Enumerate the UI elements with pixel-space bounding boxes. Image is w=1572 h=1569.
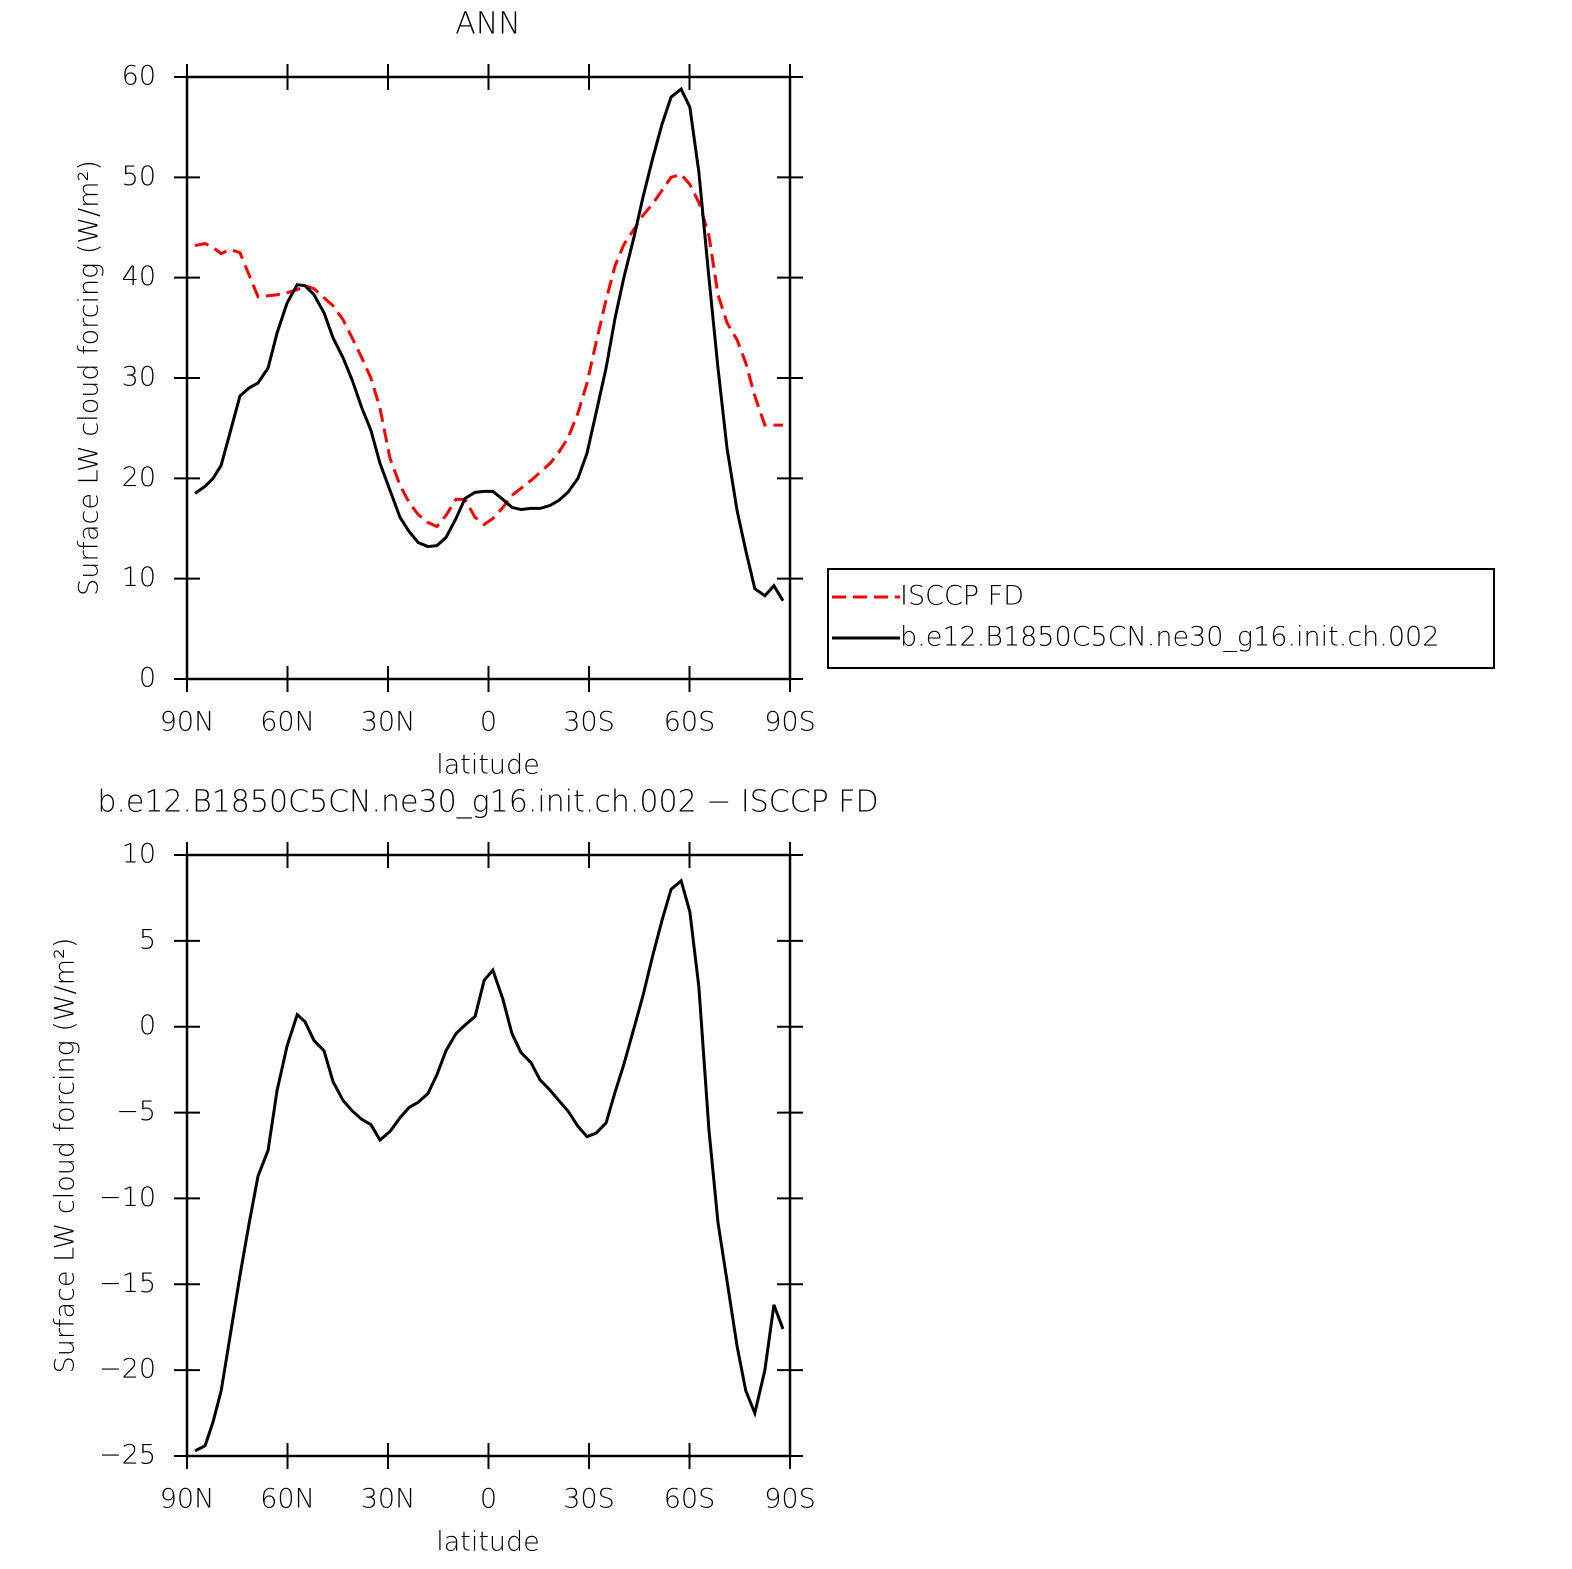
x-tick-label: 60N [260, 707, 315, 738]
x-tick-label: 60N [260, 1484, 315, 1515]
x-axis-label: latitude [436, 1527, 540, 1558]
y-tick-label: 50 [122, 161, 156, 192]
y-tick-label: 40 [122, 261, 156, 292]
x-tick-label: 90S [764, 707, 816, 738]
x-tick-label: 30S [563, 1484, 615, 1515]
plot-frame [185, 853, 792, 1458]
x-tick-label: 30N [361, 1484, 416, 1515]
x-tick-label: 30S [563, 707, 615, 738]
x-tick-label: 0 [480, 1484, 497, 1515]
x-axis-label: latitude [436, 750, 540, 781]
x-tick-label: 90S [764, 1484, 816, 1515]
legend-label: b.e12.B1850C5CN.ne30_g16.init.ch.002 [900, 622, 1439, 653]
legend-box [827, 568, 1495, 669]
y-axis-label: Surface LW cloud forcing (W/m²) [50, 938, 81, 1374]
y-tick-label: 30 [122, 362, 156, 393]
x-tick-label: 90N [160, 707, 215, 738]
y-tick-label: 0 [139, 1010, 156, 1041]
x-tick-label: 60S [664, 1484, 716, 1515]
y-tick-label: 0 [139, 663, 156, 694]
y-tick-label: 5 [139, 924, 156, 955]
y-tick-label: 20 [122, 462, 156, 493]
data-line [194, 86, 785, 602]
x-tick-label: 30N [361, 707, 416, 738]
data-line [194, 172, 783, 529]
y-tick-label: 60 [122, 61, 156, 92]
y-tick-label: −5 [116, 1096, 156, 1127]
plot-frame [185, 75, 792, 681]
chart-title: ANN [455, 7, 520, 42]
legend-label: ISCCP FD [900, 581, 1024, 612]
x-tick-label: 90N [160, 1484, 215, 1515]
x-tick-label: 0 [480, 707, 497, 738]
y-tick-label: 10 [122, 562, 156, 593]
y-tick-label: −20 [99, 1354, 156, 1385]
y-tick-label: −15 [99, 1268, 156, 1299]
x-tick-label: 60S [664, 707, 716, 738]
y-axis-label: Surface LW cloud forcing (W/m²) [74, 160, 105, 596]
y-tick-label: 10 [122, 839, 156, 870]
y-tick-label: −10 [99, 1182, 156, 1213]
y-tick-label: −25 [99, 1440, 156, 1471]
chart-title: b.e12.B1850C5CN.ne30_g16.init.ch.002 − I… [97, 785, 878, 820]
data-line [194, 878, 785, 1453]
